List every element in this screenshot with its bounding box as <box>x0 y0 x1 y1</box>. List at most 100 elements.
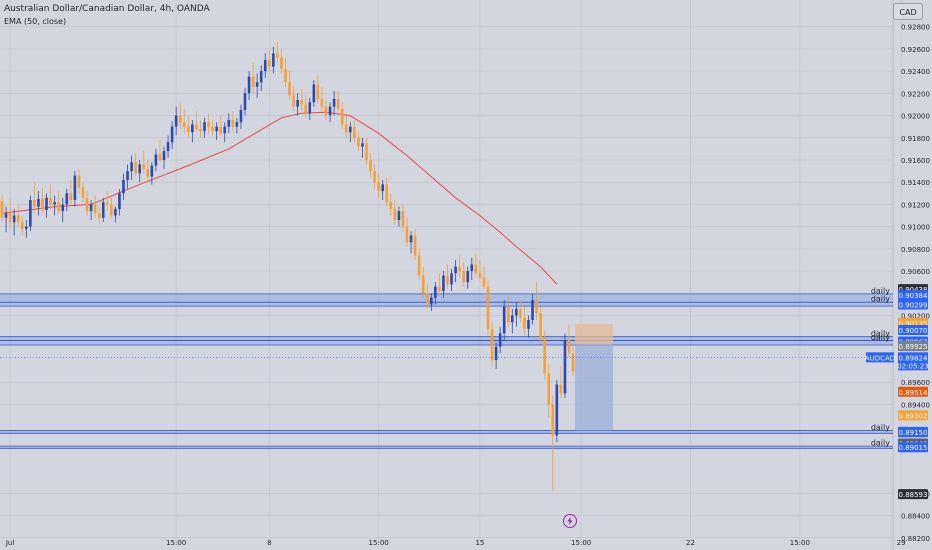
candle-body <box>474 264 478 274</box>
candle-body <box>178 115 182 123</box>
candle-body <box>494 346 498 360</box>
candle-body <box>357 137 360 147</box>
candle-body <box>20 222 24 229</box>
candle-body <box>454 266 457 274</box>
candle-body <box>8 213 12 223</box>
candle-body <box>199 128 202 132</box>
x-tick-label: 15:00 <box>166 539 186 547</box>
y-tick-label: 0.91600 <box>901 157 930 165</box>
candle-body <box>551 404 555 436</box>
candle-body <box>417 255 421 276</box>
candle-body <box>146 168 150 177</box>
candle-body <box>381 184 384 192</box>
candle-body <box>308 102 312 114</box>
candle-body <box>547 373 551 405</box>
indicator-legend[interactable]: EMA (50, close) <box>4 17 67 26</box>
candle-body <box>29 200 32 227</box>
candle-body <box>106 202 109 205</box>
price-label: 0.90135 <box>899 320 928 328</box>
price-label: 0.89514 <box>899 389 928 397</box>
x-tick-label: 15:00 <box>790 539 810 547</box>
candle-body <box>255 82 259 87</box>
candle-body <box>166 142 170 152</box>
price-label: 0.89302 <box>899 412 928 420</box>
candle-body <box>316 84 320 99</box>
candle-body <box>511 315 514 323</box>
y-tick-label: 0.89400 <box>901 401 930 409</box>
price-label-bg <box>898 299 928 310</box>
price-label: 0.90299 <box>899 302 928 310</box>
price-label-bg <box>898 442 928 453</box>
candle-body <box>118 193 121 209</box>
candle-body <box>502 306 506 334</box>
candle-body <box>340 108 344 125</box>
candle-body <box>421 275 425 294</box>
candle-body <box>336 98 340 109</box>
candle-body <box>191 124 194 133</box>
stop-loss-box[interactable] <box>575 323 614 345</box>
chart-title: Australian Dollar/Canadian Dollar, 4h, O… <box>4 4 210 14</box>
candle-body <box>4 213 8 218</box>
price-label: 0.88593 <box>899 491 928 499</box>
price-label-bg <box>898 410 928 421</box>
currency-button[interactable]: CAD <box>893 3 923 20</box>
candle-body <box>25 226 28 229</box>
candle-body <box>41 198 44 210</box>
zone-label: daily <box>871 439 890 448</box>
candle-body <box>425 293 429 305</box>
candle-body <box>280 57 283 69</box>
candle-body <box>231 120 235 127</box>
candle-body <box>332 98 336 107</box>
candle-body <box>292 95 295 107</box>
candle-body <box>450 273 453 285</box>
candle-body <box>539 313 542 338</box>
candle-body <box>195 124 198 129</box>
zone-label: daily <box>871 286 890 295</box>
candle-body <box>490 328 494 360</box>
candle-body <box>53 202 56 205</box>
candle-body <box>45 197 48 210</box>
candle-body <box>203 122 206 132</box>
candle-body <box>393 208 397 220</box>
candle-body <box>182 122 186 127</box>
x-tick-label: 8 <box>267 539 271 547</box>
candle-body <box>110 204 113 216</box>
candle-body <box>434 286 437 298</box>
ema-line <box>1 111 558 285</box>
current-price-bg <box>898 352 928 371</box>
candle-body <box>462 271 465 283</box>
candle-body <box>207 122 210 127</box>
candle-body <box>114 208 117 216</box>
zone-band <box>0 302 893 307</box>
countdown-label: 02:05:23 <box>897 362 928 370</box>
y-tick-label: 0.92000 <box>901 113 930 121</box>
candle-body <box>353 126 356 138</box>
candle-body <box>369 160 372 172</box>
candle-body <box>97 213 101 218</box>
candle-body <box>430 297 433 305</box>
candle-body <box>288 82 291 96</box>
take-profit-box[interactable] <box>575 344 614 431</box>
symbol-badge-bg <box>866 352 894 363</box>
candle-body <box>276 53 279 58</box>
candle-body <box>312 84 316 103</box>
candle-body <box>219 126 222 134</box>
candle-body <box>559 384 563 394</box>
candle-body <box>482 277 486 287</box>
y-tick-label: 0.92200 <box>901 90 930 98</box>
candle-body <box>304 104 308 114</box>
candle-body <box>162 151 166 160</box>
events-button[interactable] <box>563 514 577 528</box>
candle-body <box>458 266 461 272</box>
y-tick-label: 0.89600 <box>901 379 930 387</box>
price-label: 0.90070 <box>899 327 928 335</box>
price-label-bg <box>898 325 928 335</box>
y-tick-label: 0.91400 <box>901 179 930 187</box>
candle-body <box>77 175 81 188</box>
candle-body <box>263 60 267 72</box>
y-tick-label: 0.88400 <box>901 513 930 521</box>
lightning-icon <box>567 517 573 525</box>
candle-body <box>571 353 575 372</box>
